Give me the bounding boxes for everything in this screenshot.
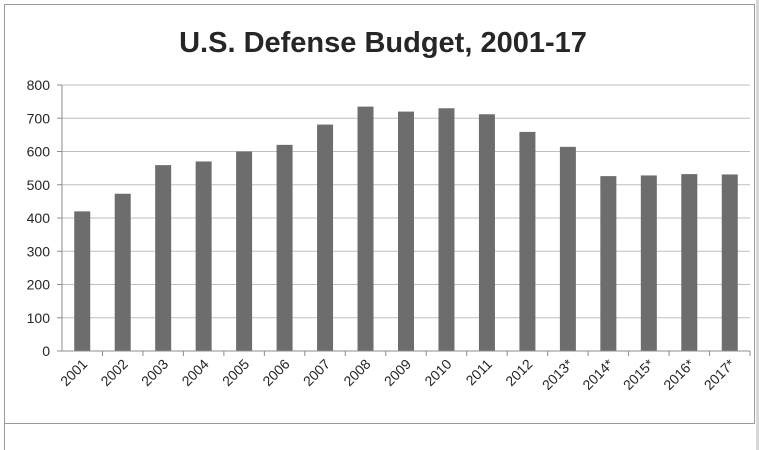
x-tick-label: 2004 xyxy=(178,356,211,389)
x-tick-label: 2003 xyxy=(138,356,171,389)
x-tick-label: 2015* xyxy=(620,355,658,393)
x-tick-label: 2013* xyxy=(539,355,577,393)
bar-2017-est xyxy=(721,174,738,351)
bar-2008 xyxy=(357,106,374,351)
x-tick-label: 2016* xyxy=(660,355,698,393)
x-tick-label: 2006 xyxy=(259,356,292,389)
y-tick-label: 600 xyxy=(27,144,51,160)
axes xyxy=(57,84,751,356)
x-tick-label: 2005 xyxy=(219,356,252,389)
bar-2009 xyxy=(398,111,414,351)
y-axis-tick-labels: 0 100 200 300 400 500 600 700 800 xyxy=(27,77,51,359)
bar-2007 xyxy=(317,124,334,351)
bar-2014-est xyxy=(600,176,617,351)
y-tick-label: 400 xyxy=(27,210,51,226)
bar-2013-est xyxy=(559,146,576,351)
y-tick-label: 700 xyxy=(27,110,51,126)
bar-2010 xyxy=(438,108,455,352)
bar-2011 xyxy=(478,114,495,351)
bar-2001 xyxy=(74,211,91,351)
x-tick-label: 2017* xyxy=(701,355,739,393)
chart-title: U.S. Defense Budget, 2001-17 xyxy=(179,27,587,59)
bar-2016-est xyxy=(681,174,698,351)
y-tick-label: 200 xyxy=(27,277,51,293)
y-tick-label: 800 xyxy=(27,77,51,93)
x-tick-label: 2007 xyxy=(300,356,333,389)
bar-2004 xyxy=(195,161,212,351)
window-edge xyxy=(756,0,759,450)
x-tick-label: 2009 xyxy=(381,356,414,389)
x-tick-label: 2014* xyxy=(579,355,617,393)
x-tick-label: 2010 xyxy=(421,356,454,389)
y-tick-label: 100 xyxy=(27,310,51,326)
bar-2006 xyxy=(276,144,293,351)
y-tick-label: 0 xyxy=(42,343,50,359)
bar-2005 xyxy=(236,151,253,351)
bar-2012 xyxy=(519,131,536,351)
x-tick-label: 2001 xyxy=(57,356,90,389)
x-tick-label: 2011 xyxy=(462,356,495,389)
bars xyxy=(74,106,738,352)
x-tick-label: 2002 xyxy=(97,356,130,389)
x-tick-label: 2008 xyxy=(340,356,373,389)
x-axis-tick-labels: 2001 2002 2003 2004 2005 2006 2007 2008 2009 2010… xyxy=(57,355,738,393)
bar-2002 xyxy=(114,193,131,351)
x-tick-label: 2012 xyxy=(502,356,535,389)
bar-2003 xyxy=(155,165,172,351)
bar-2015-est xyxy=(640,175,657,351)
y-tick-label: 300 xyxy=(27,243,51,259)
y-tick-label: 500 xyxy=(27,177,51,193)
divider-line xyxy=(4,424,5,450)
